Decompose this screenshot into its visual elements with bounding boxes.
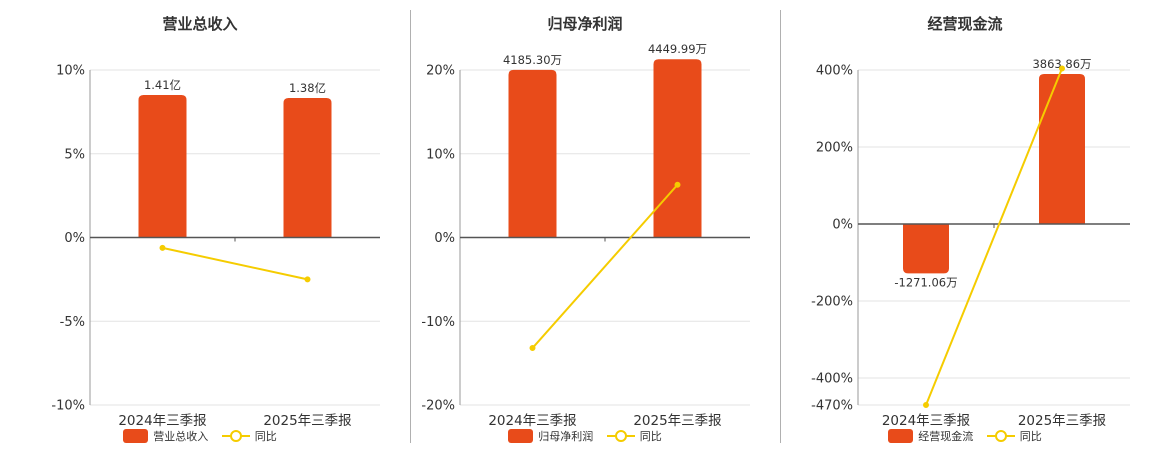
bar-swatch-icon <box>123 429 149 443</box>
bar <box>138 95 187 238</box>
yoy-point <box>529 345 536 352</box>
chart-title: 归母净利润 <box>547 15 623 33</box>
yoy-line <box>162 246 308 281</box>
chart-svg-revenue: 10% 5% 0% -5% -10% 1.41亿 1.38亿 2024年三季报 2025年三季报 <box>51 64 380 429</box>
bar-data-label: 1.38亿 <box>289 81 326 95</box>
legend-item-line[interactable]: 同比 <box>221 428 277 444</box>
chart-title: 营业总收入 <box>162 15 238 33</box>
line-swatch-icon <box>986 430 1015 442</box>
legend-label: 同比 <box>254 430 277 443</box>
chart-svg-net-profit: 20% 10% 0% -10% -20% 4185.30万 4449.99万 2024年三季报… <box>421 42 750 429</box>
legend-item-line[interactable]: 同比 <box>986 428 1042 444</box>
x-tick-label: 2025年三季报 <box>633 413 721 429</box>
legend-item-bar[interactable]: 归母净利润 <box>508 428 593 444</box>
panel-divider <box>410 10 411 443</box>
line-swatch-icon <box>221 430 250 442</box>
bar-swatch-icon <box>508 429 534 443</box>
y-tick-label: -400% <box>811 372 853 387</box>
legend-item-line[interactable]: 同比 <box>606 428 662 444</box>
y-tick-label: -10% <box>51 399 85 414</box>
bar-data-label: 4185.30万 <box>503 53 562 67</box>
chart-title: 经营现金流 <box>927 15 1003 33</box>
x-tick-label: 2025年三季报 <box>263 413 351 429</box>
y-tick-label: 5% <box>64 147 85 162</box>
legend: 经营现金流 同比 <box>770 428 1160 444</box>
y-tick-label: 10% <box>56 64 85 79</box>
bar-data-label: -1271.06万 <box>894 275 957 289</box>
yoy-point <box>674 181 681 188</box>
bar-data-label: 3863.86万 <box>1032 57 1091 71</box>
bar-data-label: 1.41亿 <box>144 78 181 92</box>
legend-label: 归母净利润 <box>538 430 594 443</box>
yoy-point <box>304 276 311 283</box>
x-tick-label: 2024年三季报 <box>488 413 576 429</box>
legend-label: 同比 <box>1019 430 1042 443</box>
yoy-point <box>1059 65 1065 72</box>
y-tick-label: 0% <box>832 218 853 233</box>
bar <box>653 59 702 238</box>
chart-panel-net-profit: 归母净利润 20% 10% 0% -10% -20% 4185.30万 4449.99万 20… <box>400 0 770 450</box>
y-tick-label: 0% <box>434 231 455 246</box>
y-tick-label: -10% <box>421 315 455 330</box>
bar <box>283 98 332 238</box>
x-tick-label: 2024年三季报 <box>118 413 206 429</box>
chart-panel-cash-flow: 经营现金流 400% 200% 0% -200% -400% -470% -1271.06万… <box>770 0 1160 450</box>
x-tick-label: 2025年三季报 <box>1018 413 1106 429</box>
legend-item-bar[interactable]: 营业总收入 <box>123 428 208 444</box>
bar-data-label: 4449.99万 <box>648 42 707 56</box>
yoy-line <box>925 68 1063 406</box>
bar <box>508 69 557 238</box>
y-tick-label: -200% <box>811 295 853 310</box>
y-tick-label: 0% <box>64 231 85 246</box>
panel-divider <box>780 10 781 443</box>
chart-panel-revenue: 营业总收入 10% 5% 0% -5% -10% 1.41亿 1.38亿 2024年三季报 20… <box>0 0 400 450</box>
y-tick-label: -470% <box>811 399 853 414</box>
legend: 归母净利润 同比 <box>400 428 770 444</box>
y-tick-label: 200% <box>816 141 853 156</box>
y-tick-label: 20% <box>426 64 455 79</box>
legend: 营业总收入 同比 <box>0 428 400 444</box>
bar <box>903 224 949 274</box>
yoy-point <box>159 244 166 251</box>
legend-label: 同比 <box>639 430 662 443</box>
bar-swatch-icon <box>888 429 914 443</box>
y-tick-label: 400% <box>816 64 853 79</box>
legend-label: 经营现金流 <box>918 430 974 443</box>
y-tick-label: -20% <box>421 399 455 414</box>
yoy-point <box>923 402 929 408</box>
legend-label: 营业总收入 <box>153 430 209 443</box>
y-tick-label: -5% <box>60 315 85 330</box>
chart-svg-cash-flow: 400% 200% 0% -200% -400% -470% -1271.06万 3863.8… <box>811 57 1130 429</box>
x-tick-label: 2024年三季报 <box>882 413 970 429</box>
y-tick-label: 10% <box>426 147 455 162</box>
legend-item-bar[interactable]: 经营现金流 <box>888 428 973 444</box>
line-swatch-icon <box>606 430 635 442</box>
yoy-line <box>531 184 679 349</box>
bar <box>1039 74 1085 225</box>
